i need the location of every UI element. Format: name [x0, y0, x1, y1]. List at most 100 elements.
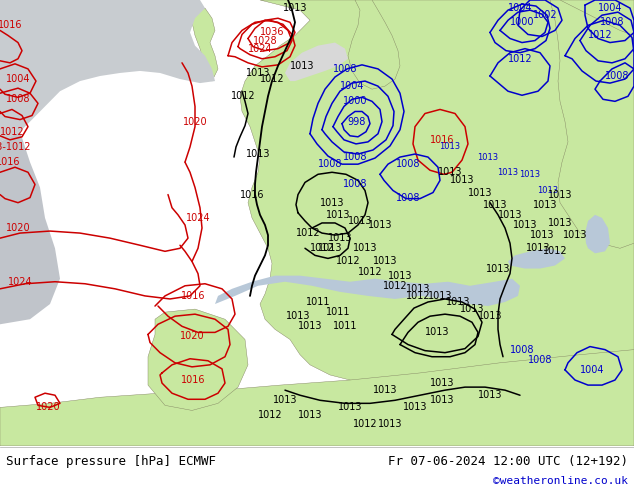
Text: 1012: 1012 [260, 74, 284, 84]
Polygon shape [95, 2, 125, 22]
Text: 1016: 1016 [430, 135, 454, 145]
Text: 1013: 1013 [373, 256, 398, 267]
Polygon shape [348, 0, 400, 89]
Text: 1004: 1004 [6, 74, 30, 84]
Polygon shape [215, 276, 520, 306]
Text: 1013: 1013 [478, 390, 502, 400]
Polygon shape [0, 350, 634, 446]
Text: 1011: 1011 [306, 297, 330, 307]
Text: 1013: 1013 [273, 395, 297, 405]
Text: 1013: 1013 [428, 291, 452, 301]
Text: 1013: 1013 [450, 175, 474, 185]
Text: 1013: 1013 [320, 197, 344, 208]
Text: ©weatheronline.co.uk: ©weatheronline.co.uk [493, 476, 628, 486]
Text: Fr 07-06-2024 12:00 UTC (12+192): Fr 07-06-2024 12:00 UTC (12+192) [387, 455, 628, 468]
Text: 1008: 1008 [318, 159, 342, 169]
Text: 1013: 1013 [403, 402, 427, 413]
Text: 1004: 1004 [598, 3, 622, 13]
Text: 1013: 1013 [430, 395, 454, 405]
Text: 1012: 1012 [335, 256, 360, 267]
Text: 1013: 1013 [482, 200, 507, 210]
Text: 1013: 1013 [348, 216, 372, 226]
Text: 1008: 1008 [396, 193, 420, 202]
Text: 1020: 1020 [183, 117, 207, 126]
Text: 1013: 1013 [513, 220, 537, 230]
Text: 1012: 1012 [383, 281, 407, 291]
Text: 1012: 1012 [257, 411, 282, 420]
Text: 1002: 1002 [533, 10, 557, 20]
Text: 1013: 1013 [446, 297, 470, 307]
Text: 1024: 1024 [8, 277, 32, 287]
Text: 1013: 1013 [526, 244, 550, 253]
Text: 1004: 1004 [508, 3, 533, 13]
Text: 1008: 1008 [343, 152, 367, 162]
Text: 1013: 1013 [338, 402, 362, 413]
Polygon shape [508, 248, 565, 269]
Text: 1008: 1008 [333, 64, 357, 74]
Text: 1012: 1012 [358, 267, 382, 276]
Text: 1000: 1000 [510, 17, 534, 27]
Text: 1013: 1013 [530, 230, 554, 240]
Polygon shape [192, 8, 218, 81]
Text: 1013: 1013 [563, 230, 587, 240]
Text: 1008: 1008 [6, 94, 30, 104]
Text: 1013: 1013 [468, 188, 492, 197]
Text: 1013: 1013 [486, 264, 510, 273]
Polygon shape [0, 132, 60, 324]
Text: 1013: 1013 [328, 233, 353, 243]
Text: 1016: 1016 [0, 21, 22, 30]
Text: Surface pressure [hPa] ECMWF: Surface pressure [hPa] ECMWF [6, 455, 216, 468]
Text: 1013: 1013 [538, 186, 559, 195]
Text: 998: 998 [348, 117, 366, 126]
Text: 1013: 1013 [430, 378, 454, 388]
Text: 1013: 1013 [498, 210, 522, 220]
Text: 1008: 1008 [605, 71, 630, 81]
Text: 1013: 1013 [378, 418, 402, 429]
Text: 1016: 1016 [0, 157, 20, 167]
Polygon shape [148, 309, 248, 411]
Text: 1012: 1012 [588, 30, 612, 41]
Text: 1013: 1013 [477, 152, 498, 162]
Text: 1004: 1004 [579, 365, 604, 375]
Text: 1013: 1013 [498, 168, 519, 177]
Text: 1024: 1024 [186, 213, 210, 223]
Polygon shape [285, 43, 348, 81]
Text: 1012: 1012 [406, 291, 430, 301]
Text: 1020: 1020 [6, 223, 30, 233]
Text: 1011: 1011 [326, 307, 350, 317]
Text: 1013: 1013 [533, 200, 557, 210]
Text: 1013: 1013 [246, 149, 270, 159]
Polygon shape [240, 0, 634, 387]
Text: 1013: 1013 [353, 244, 377, 253]
Text: 1000: 1000 [343, 97, 367, 106]
Text: 1013: 1013 [548, 190, 573, 199]
Text: 013-1012: 013-1012 [0, 142, 31, 152]
Text: 1013: 1013 [298, 321, 322, 331]
Text: 1013: 1013 [425, 327, 450, 338]
Text: 1013: 1013 [439, 143, 460, 151]
Text: 1012: 1012 [0, 127, 24, 137]
Text: 1016: 1016 [181, 291, 205, 301]
Text: 1012: 1012 [353, 418, 377, 429]
Text: 1020: 1020 [36, 402, 60, 413]
Text: 1013: 1013 [548, 218, 573, 228]
Text: 1011: 1011 [333, 321, 357, 331]
Text: 1008: 1008 [527, 355, 552, 365]
Text: 1013: 1013 [283, 3, 307, 13]
Text: 1013: 1013 [290, 61, 314, 71]
Text: 1013: 1013 [326, 210, 350, 220]
Text: 1013: 1013 [246, 68, 270, 78]
Text: 1013: 1013 [460, 304, 484, 314]
Text: 1013: 1013 [368, 220, 392, 230]
Text: 1012: 1012 [295, 228, 320, 238]
Text: 1012: 1012 [543, 246, 567, 256]
Text: 1012: 1012 [231, 91, 256, 101]
Text: 1016: 1016 [181, 375, 205, 385]
Text: 1028: 1028 [253, 36, 277, 46]
Text: 1008: 1008 [600, 17, 624, 27]
Text: 1013: 1013 [373, 385, 398, 395]
Text: 1008: 1008 [343, 179, 367, 190]
Text: 1016: 1016 [240, 190, 264, 199]
Polygon shape [585, 215, 610, 253]
Text: 1024: 1024 [248, 44, 273, 53]
